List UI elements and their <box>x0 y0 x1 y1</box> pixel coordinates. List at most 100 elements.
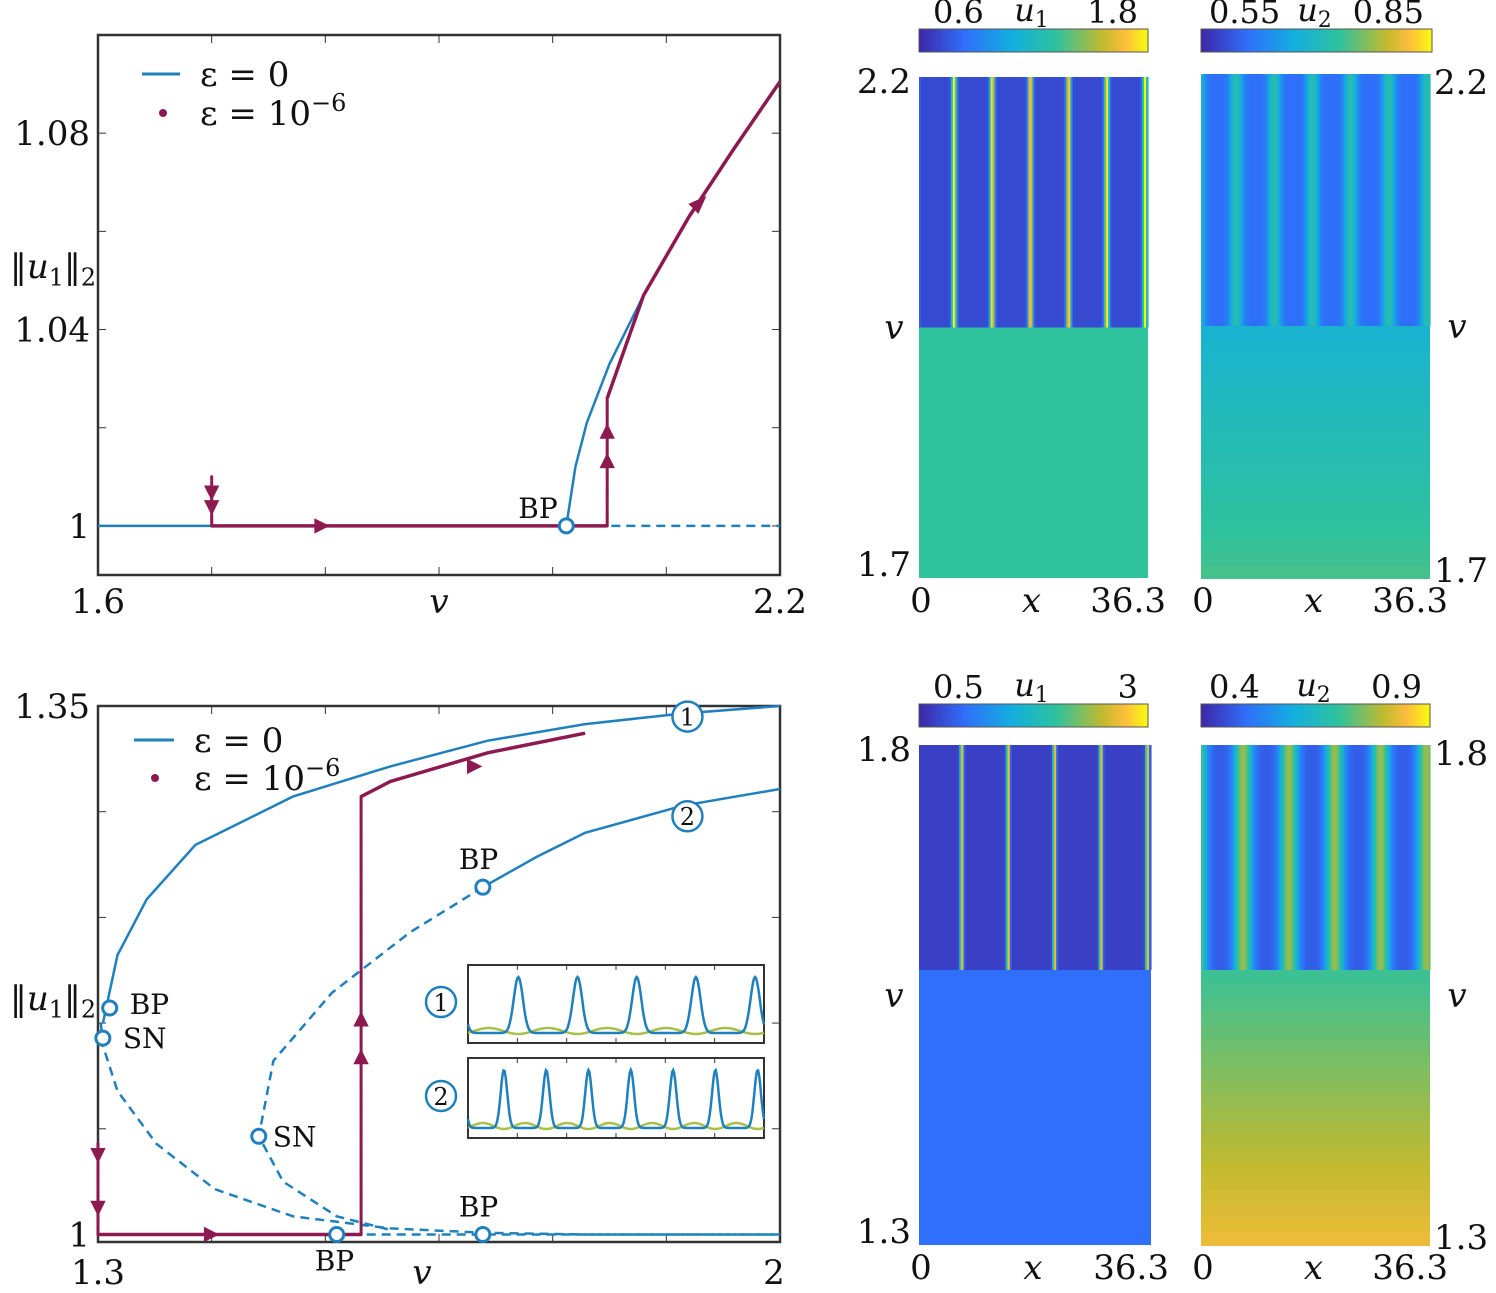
heatmap-column <box>1112 745 1116 970</box>
heatmap-column <box>1350 74 1353 326</box>
heatmap-column <box>1312 745 1316 970</box>
bottom-red-dot <box>96 1182 100 1186</box>
heatmap-uniform-region <box>919 970 1151 1245</box>
heatmap-column <box>1382 74 1385 326</box>
bottom-red-dot <box>359 922 363 926</box>
top-y-axis-label: ‖u1‖2 <box>10 247 96 291</box>
heatmap-column <box>982 77 986 328</box>
heatmap-column <box>1326 74 1330 326</box>
top-red-dot <box>605 513 609 517</box>
heatmap-column <box>1070 77 1073 328</box>
bottom-red-dot <box>359 1085 363 1089</box>
heatmap-uniform-band <box>1201 439 1430 453</box>
bottom-red-dot <box>359 854 363 858</box>
heatmap-column <box>1390 745 1393 970</box>
heatmap-column <box>1268 745 1272 970</box>
heatmap-column <box>997 745 1001 970</box>
top-red-dot <box>210 477 214 481</box>
heatmap-column <box>1384 74 1387 326</box>
heatmap-column <box>1332 74 1336 326</box>
heatmap-uniform-band <box>1201 540 1430 554</box>
heatmap-column <box>999 745 1003 970</box>
bottom-red-dot <box>359 1004 363 1008</box>
bottom-red-dot <box>359 900 363 904</box>
bottom-y-axis-label: ‖u1‖2 <box>10 979 96 1023</box>
heatmap-column <box>1328 745 1332 970</box>
heatmap-x-min-label: 0 <box>1192 1248 1214 1288</box>
heatmap-column <box>1408 74 1411 326</box>
heatmap-column <box>1400 74 1403 326</box>
heatmap-column <box>1068 77 1071 328</box>
heatmap-column <box>1388 745 1391 970</box>
heatmap-column <box>1054 745 1057 970</box>
bottom-arrow-up <box>353 1011 369 1027</box>
top-red-dot <box>605 449 609 453</box>
heatmap-y-top-label: 2.2 <box>857 62 911 102</box>
top-red-dot <box>605 493 609 497</box>
heatmap-column <box>1025 745 1029 970</box>
top-red-dot <box>605 407 609 411</box>
heatmap-column <box>964 77 968 328</box>
top-red-dot <box>605 420 609 425</box>
heatmap-column <box>934 77 938 328</box>
bottom-red-dot <box>359 982 363 986</box>
bottom-red-dot <box>96 1184 100 1188</box>
bottom-red-dot <box>359 832 363 836</box>
bottom-red-dot <box>359 1147 363 1151</box>
bottom-red-dot <box>359 801 363 805</box>
bottom-red-dot <box>359 1043 363 1047</box>
bottom-red-dot <box>359 1127 363 1131</box>
heatmap-column <box>1086 77 1089 328</box>
top-red-dot <box>605 414 609 418</box>
heatmap-column <box>1266 74 1270 326</box>
bottom-red-dot <box>359 962 363 966</box>
top-red-dot <box>605 473 609 477</box>
heatmap-column <box>1316 745 1320 970</box>
heatmap-column <box>1404 74 1407 326</box>
bottom-red-dot <box>359 1030 363 1034</box>
heatmap-column <box>1322 745 1326 970</box>
heatmap-column <box>1027 745 1031 970</box>
heatmap-column <box>1138 77 1141 328</box>
top-xtick-label-min: 1.6 <box>71 582 125 622</box>
heatmap-column <box>1006 77 1010 328</box>
bottom-red-dot <box>359 803 363 808</box>
bottom-red-dot <box>359 872 363 876</box>
bottom-arrow-right <box>203 1226 220 1243</box>
heatmap-y-bottom-label: 1.7 <box>857 545 911 585</box>
heatmap-column <box>926 77 930 328</box>
bottom-red-dot <box>359 927 363 931</box>
heatmap-x-min-label: 0 <box>910 581 932 621</box>
top-red-dot <box>605 412 609 416</box>
colorbar <box>1200 28 1433 53</box>
heatmap-uniform-band <box>1201 552 1430 567</box>
heatmap-column <box>1080 745 1084 970</box>
heatmap-column <box>940 77 944 328</box>
heatmap-column <box>945 745 948 970</box>
top-red-dot <box>210 517 214 521</box>
heatmap-column <box>1410 745 1413 970</box>
heatmap-column <box>1306 745 1310 970</box>
bottom-xtick-label-min: 1.3 <box>71 1253 125 1293</box>
heatmap-column <box>1098 745 1102 970</box>
bottom-red-dot <box>359 1191 363 1195</box>
heatmap-column <box>1394 745 1397 970</box>
bottom-red-dot <box>359 1083 363 1087</box>
heatmap-column <box>965 745 969 970</box>
heatmap-column <box>1134 77 1137 328</box>
heatmap-column <box>1052 77 1056 328</box>
heatmap-column <box>1340 74 1343 326</box>
bottom-red-dot <box>359 1228 363 1232</box>
bottom-red-dot <box>359 896 363 900</box>
heatmap-column <box>1334 745 1338 970</box>
heatmap-column <box>1348 74 1351 326</box>
bottom-bp-label: BP <box>130 988 169 1021</box>
branch-label-circle <box>671 799 704 833</box>
bottom-red-dot <box>359 905 363 909</box>
bottom-red-dot <box>359 1202 363 1206</box>
heatmap-column <box>1068 745 1071 970</box>
bottom-red-dot <box>359 1116 363 1120</box>
bottom-red-dot <box>359 957 363 962</box>
heatmap-top-u2: 0.55 0.85 u2 0 x 36.3 2.2 1.7 v <box>1192 0 1488 621</box>
heatmap-column <box>1352 74 1355 326</box>
